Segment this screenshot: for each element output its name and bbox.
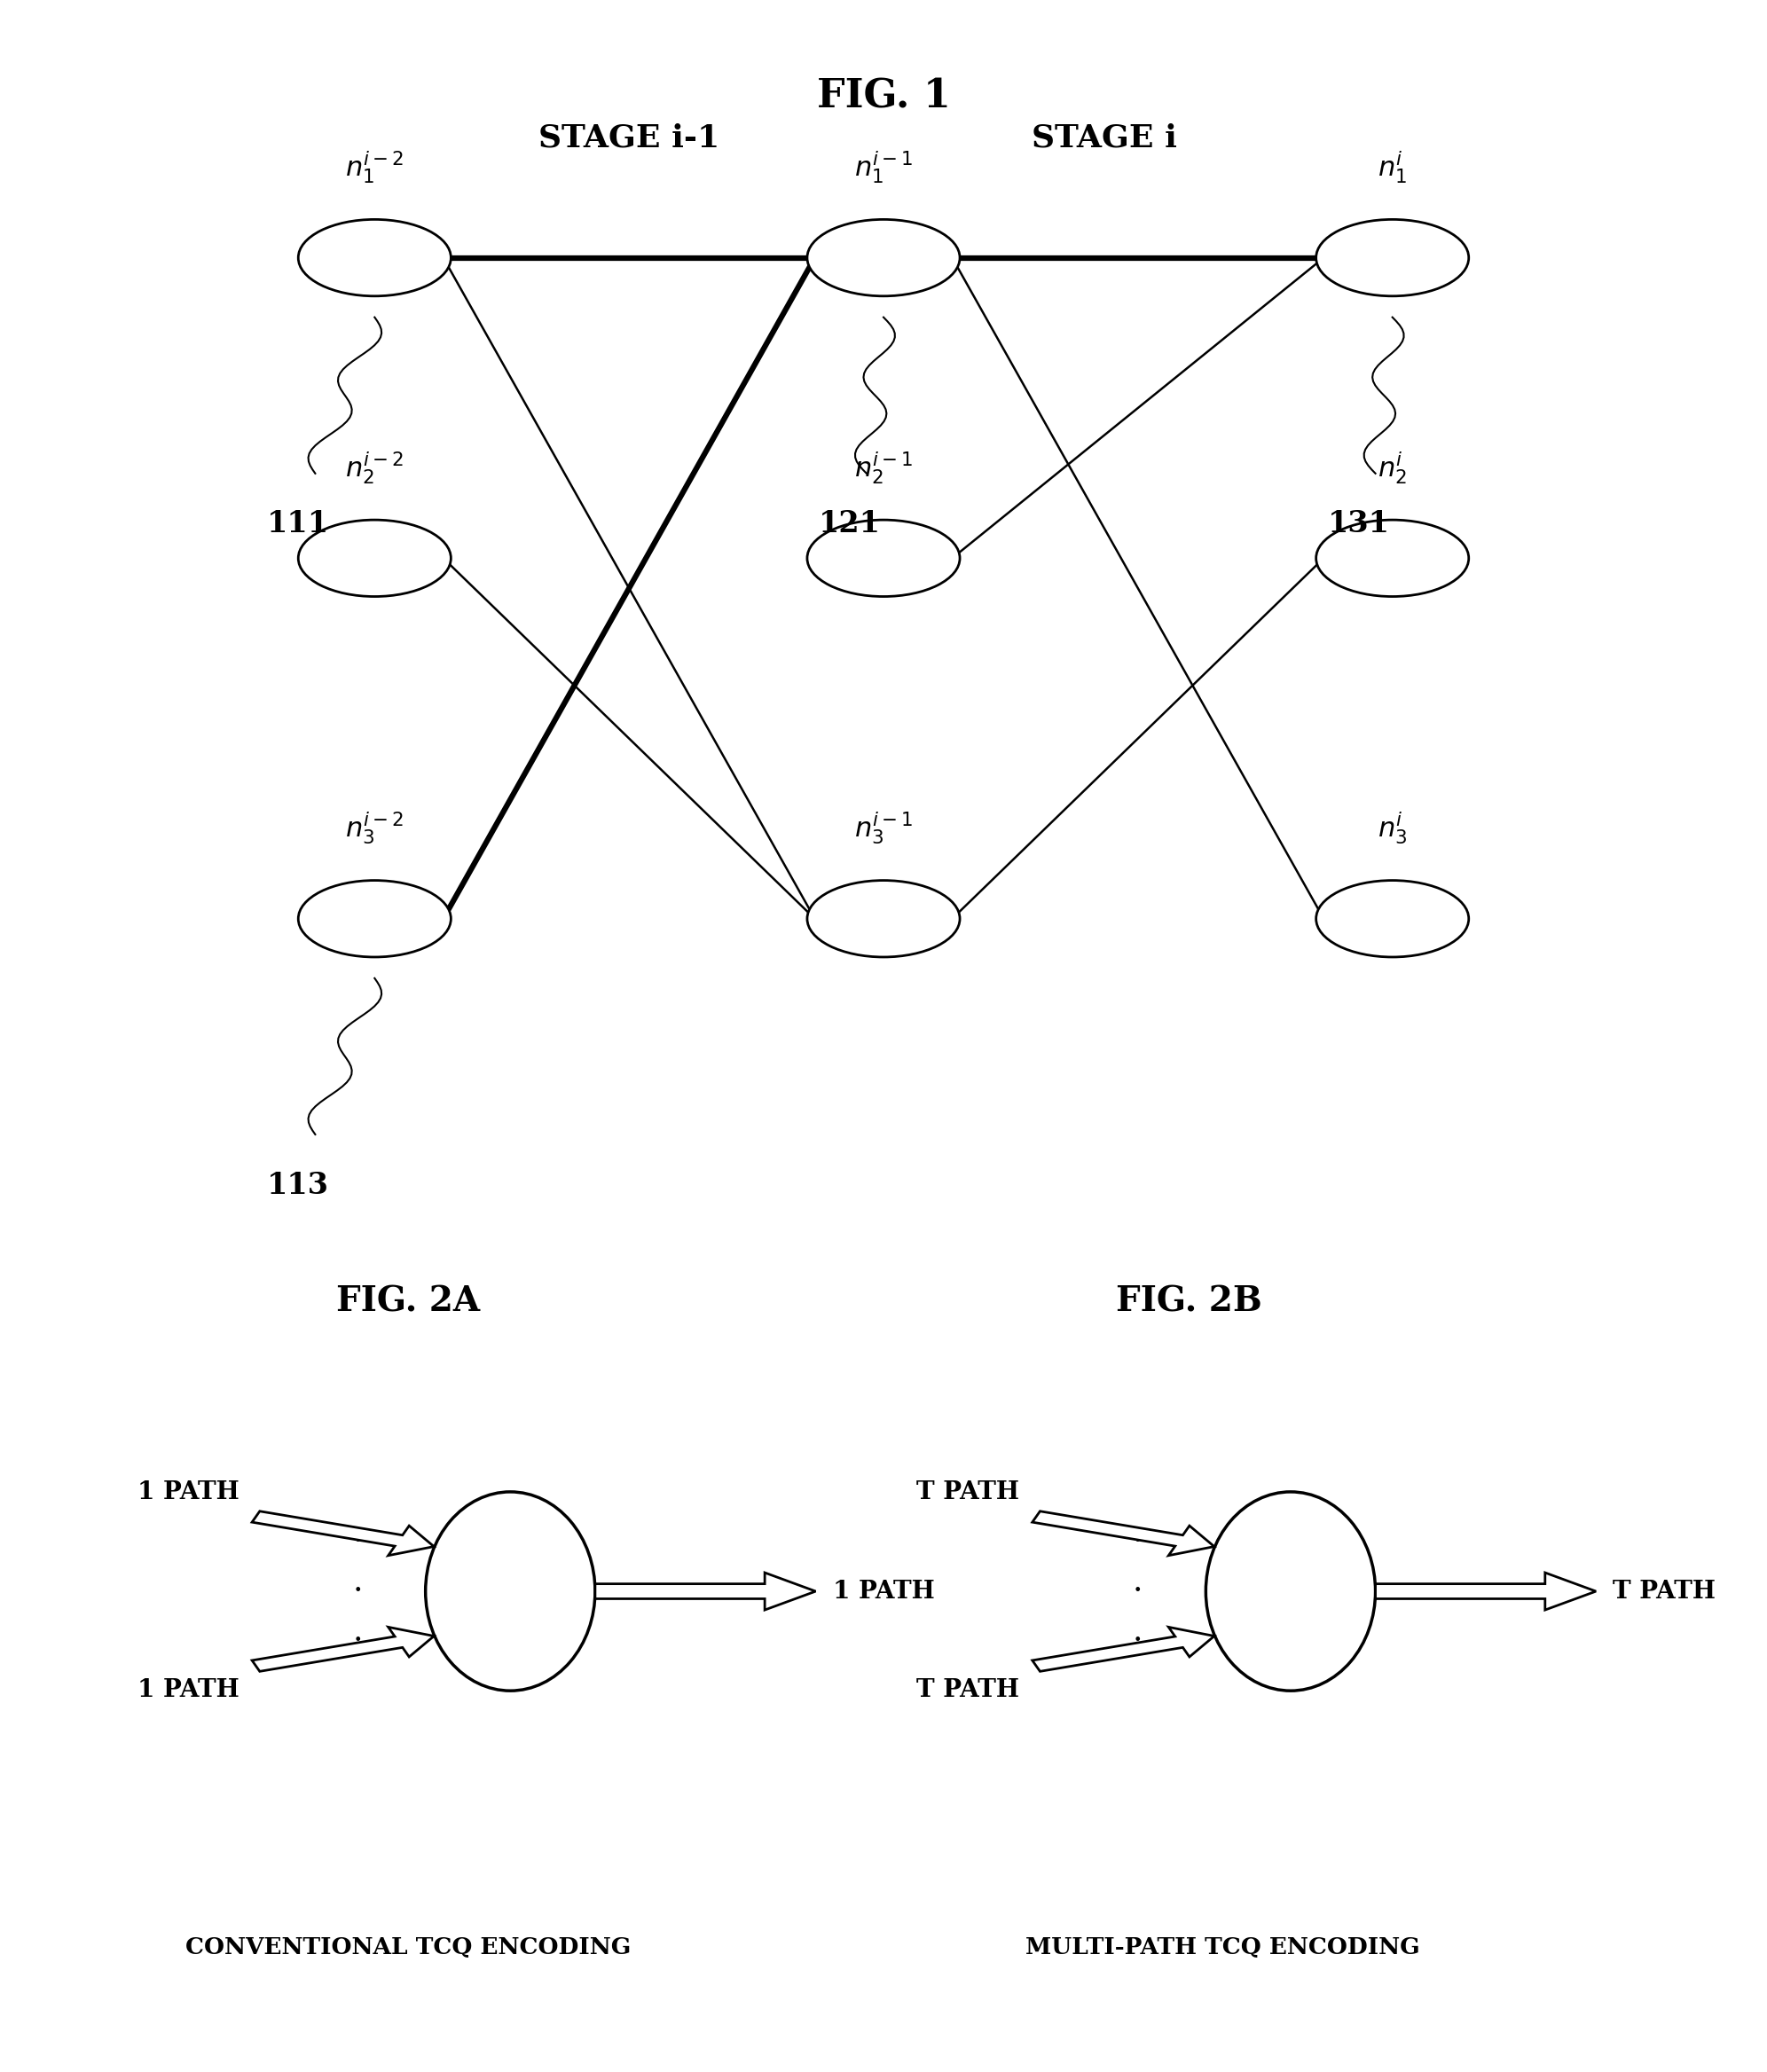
- Text: T PATH: T PATH: [917, 1479, 1020, 1504]
- Ellipse shape: [299, 520, 451, 597]
- Text: $n_{2}^{i-2}$: $n_{2}^{i-2}$: [345, 450, 405, 487]
- Ellipse shape: [426, 1492, 595, 1691]
- FancyArrow shape: [1032, 1510, 1214, 1556]
- Ellipse shape: [299, 881, 451, 957]
- Text: MULTI-PATH TCQ ENCODING: MULTI-PATH TCQ ENCODING: [1025, 1937, 1421, 1958]
- Text: $n_{1}^{i-2}$: $n_{1}^{i-2}$: [345, 149, 405, 186]
- Ellipse shape: [808, 881, 959, 957]
- Text: FIG. 2A: FIG. 2A: [337, 1285, 481, 1318]
- FancyArrow shape: [253, 1510, 435, 1556]
- Text: 121: 121: [818, 510, 880, 539]
- Text: $n_{1}^{i-1}$: $n_{1}^{i-1}$: [853, 149, 914, 186]
- Text: 1 PATH: 1 PATH: [138, 1479, 239, 1504]
- FancyArrow shape: [1032, 1627, 1214, 1672]
- Ellipse shape: [1205, 1492, 1375, 1691]
- Text: $n_{3}^{i-2}$: $n_{3}^{i-2}$: [345, 810, 405, 847]
- Text: CONVENTIONAL TCQ ENCODING: CONVENTIONAL TCQ ENCODING: [186, 1937, 631, 1958]
- Text: T PATH: T PATH: [1613, 1579, 1716, 1604]
- FancyArrow shape: [253, 1627, 435, 1672]
- Ellipse shape: [1316, 881, 1468, 957]
- Text: ·
·
·: · · ·: [1133, 1527, 1143, 1656]
- Ellipse shape: [1316, 520, 1468, 597]
- Text: STAGE i-1: STAGE i-1: [539, 122, 719, 153]
- Text: FIG. 2B: FIG. 2B: [1115, 1285, 1262, 1318]
- FancyArrow shape: [1375, 1573, 1596, 1610]
- Text: $n_{3}^{i-1}$: $n_{3}^{i-1}$: [853, 810, 914, 847]
- Text: 1 PATH: 1 PATH: [832, 1579, 935, 1604]
- Text: $n_{2}^{i-1}$: $n_{2}^{i-1}$: [853, 450, 914, 487]
- Text: 111: 111: [267, 510, 329, 539]
- Text: $n_{2}^{i}$: $n_{2}^{i}$: [1378, 450, 1407, 487]
- FancyArrow shape: [595, 1573, 816, 1610]
- Text: T PATH: T PATH: [917, 1678, 1020, 1703]
- Text: STAGE i: STAGE i: [1032, 122, 1177, 153]
- Text: 1 PATH: 1 PATH: [138, 1678, 239, 1703]
- Text: FIG. 1: FIG. 1: [816, 77, 951, 116]
- Ellipse shape: [299, 220, 451, 296]
- Ellipse shape: [1316, 220, 1468, 296]
- Text: 131: 131: [1327, 510, 1389, 539]
- Ellipse shape: [808, 220, 959, 296]
- Ellipse shape: [808, 520, 959, 597]
- Text: ·
·
·: · · ·: [353, 1527, 362, 1656]
- Text: $n_{1}^{i}$: $n_{1}^{i}$: [1378, 149, 1407, 186]
- Text: $n_{3}^{i}$: $n_{3}^{i}$: [1378, 810, 1407, 847]
- Text: 113: 113: [267, 1171, 329, 1200]
